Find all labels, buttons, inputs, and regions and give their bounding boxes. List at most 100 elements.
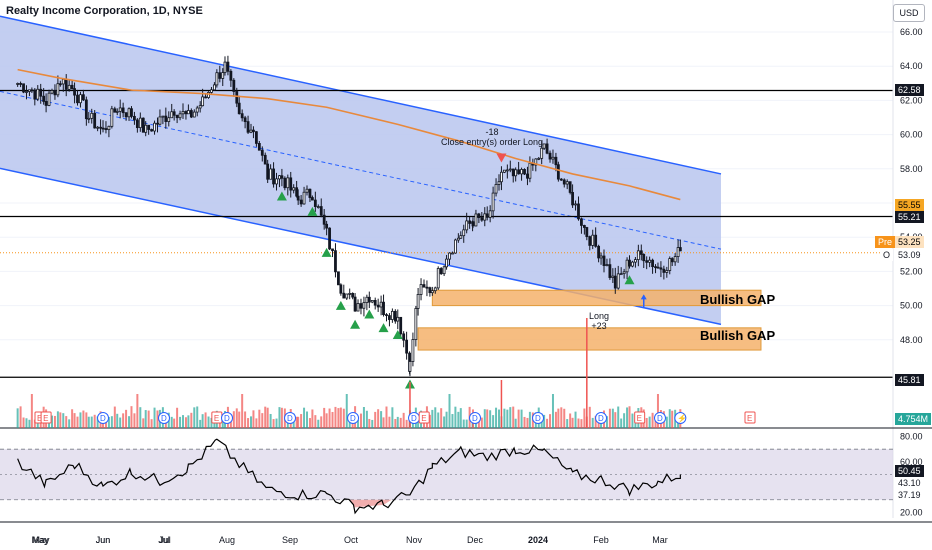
sell-signal-icon xyxy=(496,153,507,163)
candle-body xyxy=(351,292,355,298)
short-text: Close entry(s) order Long xyxy=(441,137,544,147)
volume-bar xyxy=(65,416,68,428)
candle-body xyxy=(223,61,227,73)
candle-body xyxy=(582,225,586,228)
svg-text:D: D xyxy=(224,414,230,423)
volume-bar xyxy=(445,411,448,428)
candle-body xyxy=(39,88,43,97)
candle-body xyxy=(130,108,133,117)
pre-label: Pre xyxy=(875,236,896,248)
candle-body xyxy=(310,197,314,201)
volume-bar xyxy=(345,394,348,428)
volume-bar xyxy=(79,412,82,428)
candle-body xyxy=(599,255,603,259)
candle-body xyxy=(133,115,136,121)
candle-body xyxy=(594,234,598,247)
candle-body xyxy=(61,78,65,85)
candle-body xyxy=(562,179,566,185)
time-tick-label-7: Dec xyxy=(467,535,484,545)
candle-body xyxy=(305,188,309,193)
volume-bar xyxy=(492,415,495,428)
candle-body xyxy=(485,213,489,218)
channel-upper-line xyxy=(0,15,722,175)
volume-bar xyxy=(374,411,377,428)
volume-bar xyxy=(128,416,131,428)
volume-bar xyxy=(96,416,99,428)
currency-button[interactable]: USD xyxy=(893,4,925,22)
candle-body xyxy=(425,286,429,289)
candle-body xyxy=(192,111,196,118)
volume-bar xyxy=(399,417,402,428)
rsi-ma-a-label: 43.10 xyxy=(898,478,921,488)
candle-body xyxy=(642,254,646,262)
candle-body xyxy=(442,266,446,275)
volume-bar xyxy=(591,417,594,428)
volume-bar xyxy=(665,416,668,428)
gap-label-upper: Bullish GAP xyxy=(700,292,776,307)
candle-body xyxy=(198,105,202,109)
volume-bar xyxy=(546,418,549,428)
volume-bar xyxy=(264,406,267,428)
volume-bar xyxy=(136,394,139,428)
volume-bar xyxy=(255,418,258,428)
candle-body xyxy=(433,287,437,292)
candle-body xyxy=(508,168,512,171)
volume-bar xyxy=(235,408,238,428)
candle-body xyxy=(605,264,609,267)
volume-bar xyxy=(583,408,586,428)
candle-body xyxy=(540,147,544,159)
time-tick-label-6: Nov xyxy=(406,535,423,545)
volume-bar xyxy=(434,407,437,428)
volume-bar xyxy=(517,409,520,428)
volume-bar xyxy=(391,407,394,428)
volume-bar xyxy=(139,407,142,428)
volume-bar xyxy=(323,407,326,428)
volume-bar xyxy=(520,409,523,428)
candle-body xyxy=(526,173,529,179)
svg-text:E: E xyxy=(43,414,48,423)
volume-bar xyxy=(295,416,298,428)
candle-body xyxy=(73,88,76,96)
long-arrow-head-icon xyxy=(640,294,647,300)
candle-body xyxy=(36,88,40,100)
volume-bar xyxy=(385,406,388,428)
volume-bar xyxy=(462,419,465,428)
volume-bar xyxy=(272,419,275,428)
buy-signal-icon xyxy=(307,206,318,216)
svg-text:D: D xyxy=(411,414,417,423)
volume-bar xyxy=(184,417,187,428)
candle-body xyxy=(246,121,250,133)
volume-bar xyxy=(258,409,261,428)
event-marker-dividend-icon: D xyxy=(532,412,545,424)
volume-bar xyxy=(617,406,620,428)
candle-body xyxy=(58,83,62,86)
svg-text:E: E xyxy=(637,414,642,423)
volume-bar xyxy=(574,411,577,428)
candle-body xyxy=(428,287,432,294)
volume-bar xyxy=(523,416,526,428)
candle-body xyxy=(577,203,580,220)
moving-average-line xyxy=(17,68,681,201)
candle-body xyxy=(257,143,261,151)
volume-bar xyxy=(631,413,634,428)
volume-bar xyxy=(320,416,323,428)
candle-body xyxy=(289,177,293,191)
volume-bar xyxy=(614,412,617,428)
candle-body xyxy=(292,187,296,191)
candle-body xyxy=(201,96,205,107)
candle-body xyxy=(585,227,589,238)
gap-label-lower: Bullish GAP xyxy=(700,328,776,343)
volume-bar xyxy=(328,408,331,428)
candle-body xyxy=(76,94,79,104)
candle-body xyxy=(186,110,190,115)
candle-body xyxy=(571,192,574,206)
candle-body xyxy=(296,195,300,201)
volume-bar xyxy=(362,407,365,428)
volume-bar xyxy=(495,407,498,428)
svg-text:D: D xyxy=(350,414,356,423)
volume-bar xyxy=(59,412,62,428)
event-marker-dividend-icon: D xyxy=(595,412,608,424)
candle-body xyxy=(184,111,188,115)
rsi-tick-label-0: 80.00 xyxy=(900,432,923,442)
